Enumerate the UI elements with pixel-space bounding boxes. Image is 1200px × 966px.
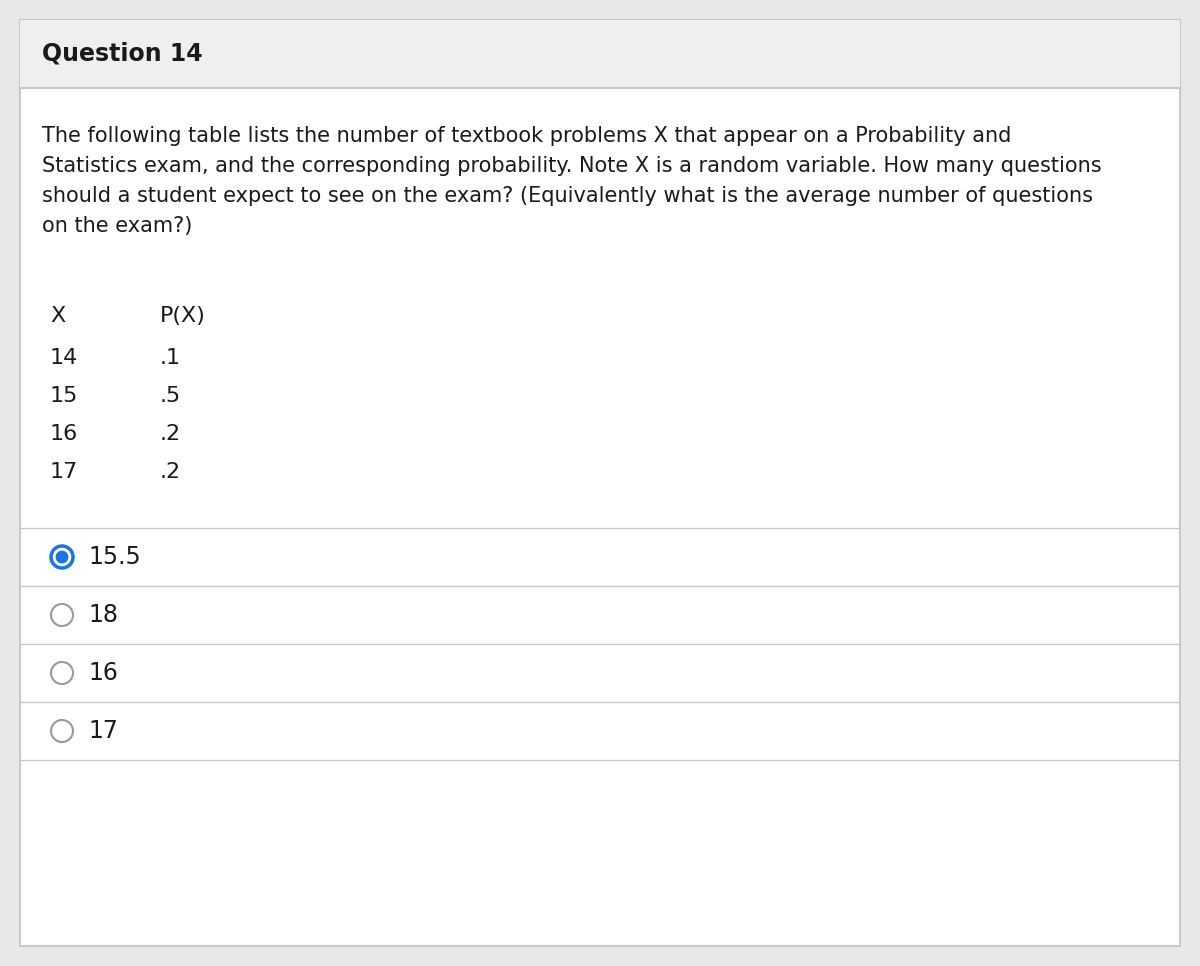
Text: 16: 16	[50, 424, 78, 444]
Text: .5: .5	[160, 386, 181, 406]
Text: Question 14: Question 14	[42, 42, 203, 66]
Text: P(X): P(X)	[160, 306, 206, 326]
Text: on the exam?): on the exam?)	[42, 216, 192, 236]
Circle shape	[50, 720, 73, 742]
Text: 17: 17	[88, 719, 118, 743]
Text: should a student expect to see on the exam? (Equivalently what is the average nu: should a student expect to see on the ex…	[42, 186, 1093, 206]
Text: Statistics exam, and the corresponding probability. Note X is a random variable.: Statistics exam, and the corresponding p…	[42, 156, 1102, 176]
Circle shape	[50, 662, 73, 684]
Text: .2: .2	[160, 462, 181, 482]
Text: 15: 15	[50, 386, 78, 406]
Text: .1: .1	[160, 348, 181, 368]
Text: 15.5: 15.5	[88, 545, 140, 569]
Circle shape	[50, 546, 73, 568]
Circle shape	[50, 604, 73, 626]
Text: .2: .2	[160, 424, 181, 444]
Text: 16: 16	[88, 661, 118, 685]
Text: The following table lists the number of textbook problems X that appear on a Pro: The following table lists the number of …	[42, 126, 1012, 146]
Circle shape	[56, 552, 67, 563]
Bar	[20, 20, 1180, 88]
Text: 14: 14	[50, 348, 78, 368]
Text: 17: 17	[50, 462, 78, 482]
Text: X: X	[50, 306, 65, 326]
Text: 18: 18	[88, 603, 118, 627]
